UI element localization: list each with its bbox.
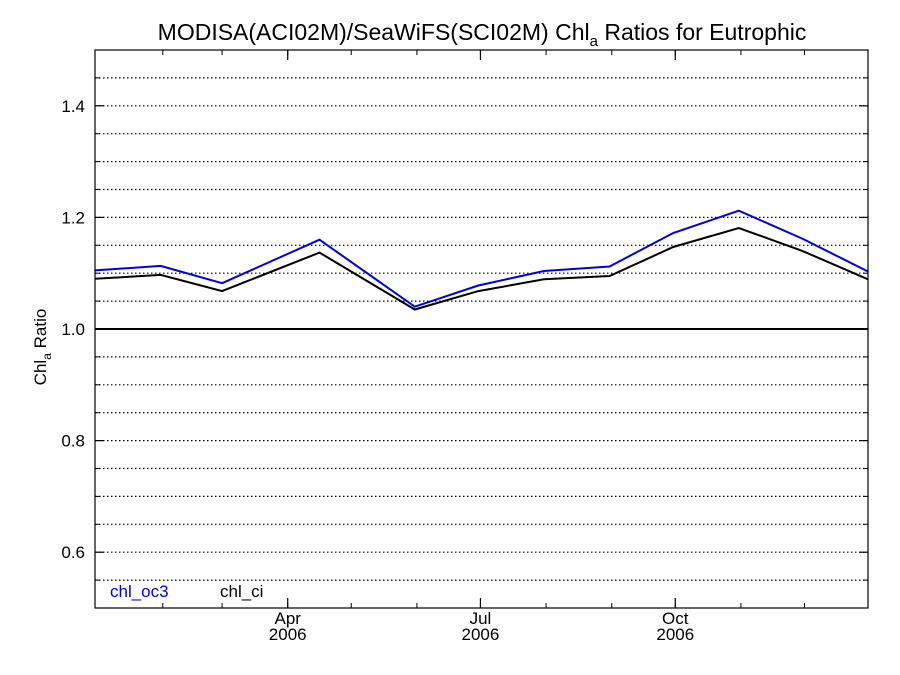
series-line-chl_oc3 xyxy=(94,209,869,308)
y-axis-label: Chla Ratio xyxy=(31,309,54,386)
y-tick-label: 1.4 xyxy=(61,97,85,116)
y-tick-label: 0.8 xyxy=(61,432,85,451)
y-tick-label: 1.2 xyxy=(61,208,85,227)
legend-item-chl_ci: chl_ci xyxy=(220,582,263,601)
chart-title: MODISA(ACI02M)/SeaWiFS(SCI02M) Chla Rati… xyxy=(158,19,807,50)
x-tick-label-month: Apr xyxy=(274,609,301,628)
legend: chl_oc3 chl_ci xyxy=(110,582,263,601)
x-tick-label-year: 2006 xyxy=(269,625,307,644)
y-tick-label: 0.6 xyxy=(61,543,85,562)
grid-lines xyxy=(95,77,868,581)
y-ticks: 0.6 0.8 1.0 1.2 1.4 xyxy=(61,77,868,581)
series-group xyxy=(94,209,869,311)
legend-item-chl_oc3: chl_oc3 xyxy=(110,582,169,601)
x-tick-label-month: Jul xyxy=(470,609,492,628)
x-tick-label-month: Oct xyxy=(662,609,689,628)
x-tick-label-year: 2006 xyxy=(656,625,694,644)
series-line-chl_ci xyxy=(94,226,869,311)
x-tick-label-year: 2006 xyxy=(462,625,500,644)
y-tick-label: 1.0 xyxy=(61,320,85,339)
